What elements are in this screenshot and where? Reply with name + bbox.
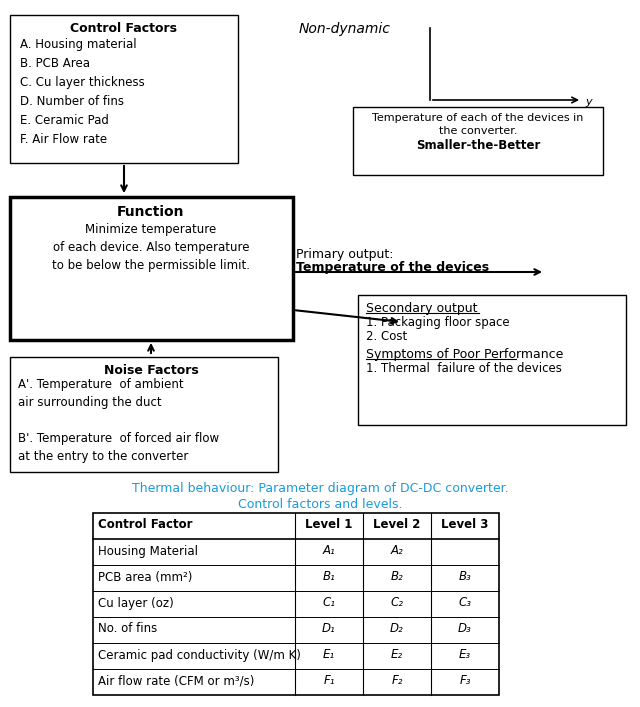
Text: Temperature of the devices: Temperature of the devices <box>296 261 489 274</box>
Text: No. of fins: No. of fins <box>98 622 157 636</box>
FancyBboxPatch shape <box>93 513 499 695</box>
Text: Symptoms of Poor Performance: Symptoms of Poor Performance <box>366 348 563 361</box>
Text: y: y <box>585 97 591 107</box>
Text: B₂: B₂ <box>390 571 403 583</box>
Text: PCB area (mm²): PCB area (mm²) <box>98 571 193 583</box>
FancyBboxPatch shape <box>10 197 293 340</box>
Text: Control Factor: Control Factor <box>98 518 193 532</box>
Text: F₁: F₁ <box>323 674 335 687</box>
Text: 2. Cost: 2. Cost <box>366 330 407 343</box>
FancyBboxPatch shape <box>353 107 603 175</box>
Text: E₃: E₃ <box>459 648 471 662</box>
Text: B₁: B₁ <box>323 571 335 583</box>
Text: C₁: C₁ <box>323 597 335 609</box>
Text: B₃: B₃ <box>459 571 472 583</box>
FancyBboxPatch shape <box>10 357 278 472</box>
Text: A₁: A₁ <box>323 544 335 558</box>
Text: A. Housing material
B. PCB Area
C. Cu layer thickness
D. Number of fins
E. Ceram: A. Housing material B. PCB Area C. Cu la… <box>20 38 145 146</box>
Text: E₁: E₁ <box>323 648 335 662</box>
Text: Housing Material: Housing Material <box>98 544 198 558</box>
Text: A₂: A₂ <box>390 544 403 558</box>
Text: Noise Factors: Noise Factors <box>104 364 198 377</box>
Text: Smaller-the-Better: Smaller-the-Better <box>416 139 540 152</box>
Text: C₂: C₂ <box>390 597 403 609</box>
Text: D₂: D₂ <box>390 622 404 636</box>
Text: D₁: D₁ <box>322 622 336 636</box>
Text: C₃: C₃ <box>458 597 472 609</box>
Text: Air flow rate (CFM or m³/s): Air flow rate (CFM or m³/s) <box>98 674 254 687</box>
Text: D₃: D₃ <box>458 622 472 636</box>
Text: 1. Packaging floor space: 1. Packaging floor space <box>366 316 509 329</box>
Text: Primary output:: Primary output: <box>296 248 394 261</box>
Text: Level 2: Level 2 <box>373 518 420 532</box>
Text: Ceramic pad conductivity (W/m K): Ceramic pad conductivity (W/m K) <box>98 648 301 662</box>
Text: E₂: E₂ <box>391 648 403 662</box>
FancyBboxPatch shape <box>358 295 626 425</box>
Text: Control factors and levels.: Control factors and levels. <box>237 498 403 511</box>
Text: Cu layer (oz): Cu layer (oz) <box>98 597 173 609</box>
Text: Minimize temperature
of each device. Also temperature
to be below the permissibl: Minimize temperature of each device. Als… <box>52 223 250 272</box>
Text: Temperature of each of the devices in: Temperature of each of the devices in <box>372 113 584 123</box>
Text: F₂: F₂ <box>391 674 403 687</box>
Text: F₃: F₃ <box>460 674 471 687</box>
Text: A'. Temperature  of ambient
air surrounding the duct

B'. Temperature  of forced: A'. Temperature of ambient air surroundi… <box>18 378 219 463</box>
Text: the converter.: the converter. <box>439 126 517 136</box>
Text: Level 3: Level 3 <box>442 518 489 532</box>
Text: Non-dynamic: Non-dynamic <box>299 22 391 36</box>
Text: Control Factors: Control Factors <box>70 22 177 35</box>
Text: Secondary output: Secondary output <box>366 302 477 315</box>
Text: Function: Function <box>117 205 185 219</box>
Text: Level 1: Level 1 <box>305 518 353 532</box>
Text: 1. Thermal  failure of the devices: 1. Thermal failure of the devices <box>366 362 562 375</box>
FancyBboxPatch shape <box>10 15 238 163</box>
Text: Thermal behaviour: Parameter diagram of DC-DC converter.: Thermal behaviour: Parameter diagram of … <box>132 482 508 495</box>
